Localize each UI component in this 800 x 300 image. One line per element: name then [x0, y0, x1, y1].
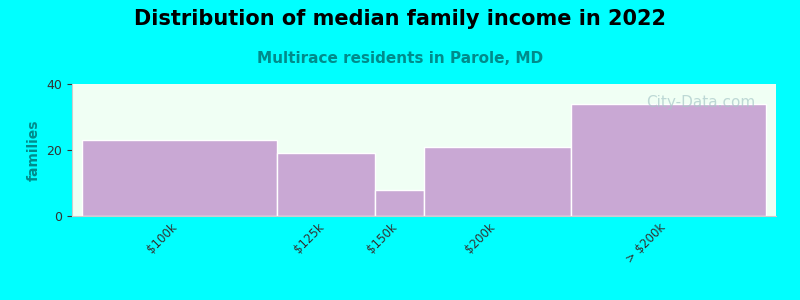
Text: Multirace residents in Parole, MD: Multirace residents in Parole, MD: [257, 51, 543, 66]
Text: City-Data.com: City-Data.com: [646, 94, 755, 110]
Y-axis label: families: families: [27, 119, 41, 181]
Bar: [278, 153, 375, 216]
Bar: [424, 147, 570, 216]
Bar: [82, 140, 278, 216]
Text: Distribution of median family income in 2022: Distribution of median family income in …: [134, 9, 666, 29]
Bar: [375, 190, 424, 216]
Bar: [570, 104, 766, 216]
